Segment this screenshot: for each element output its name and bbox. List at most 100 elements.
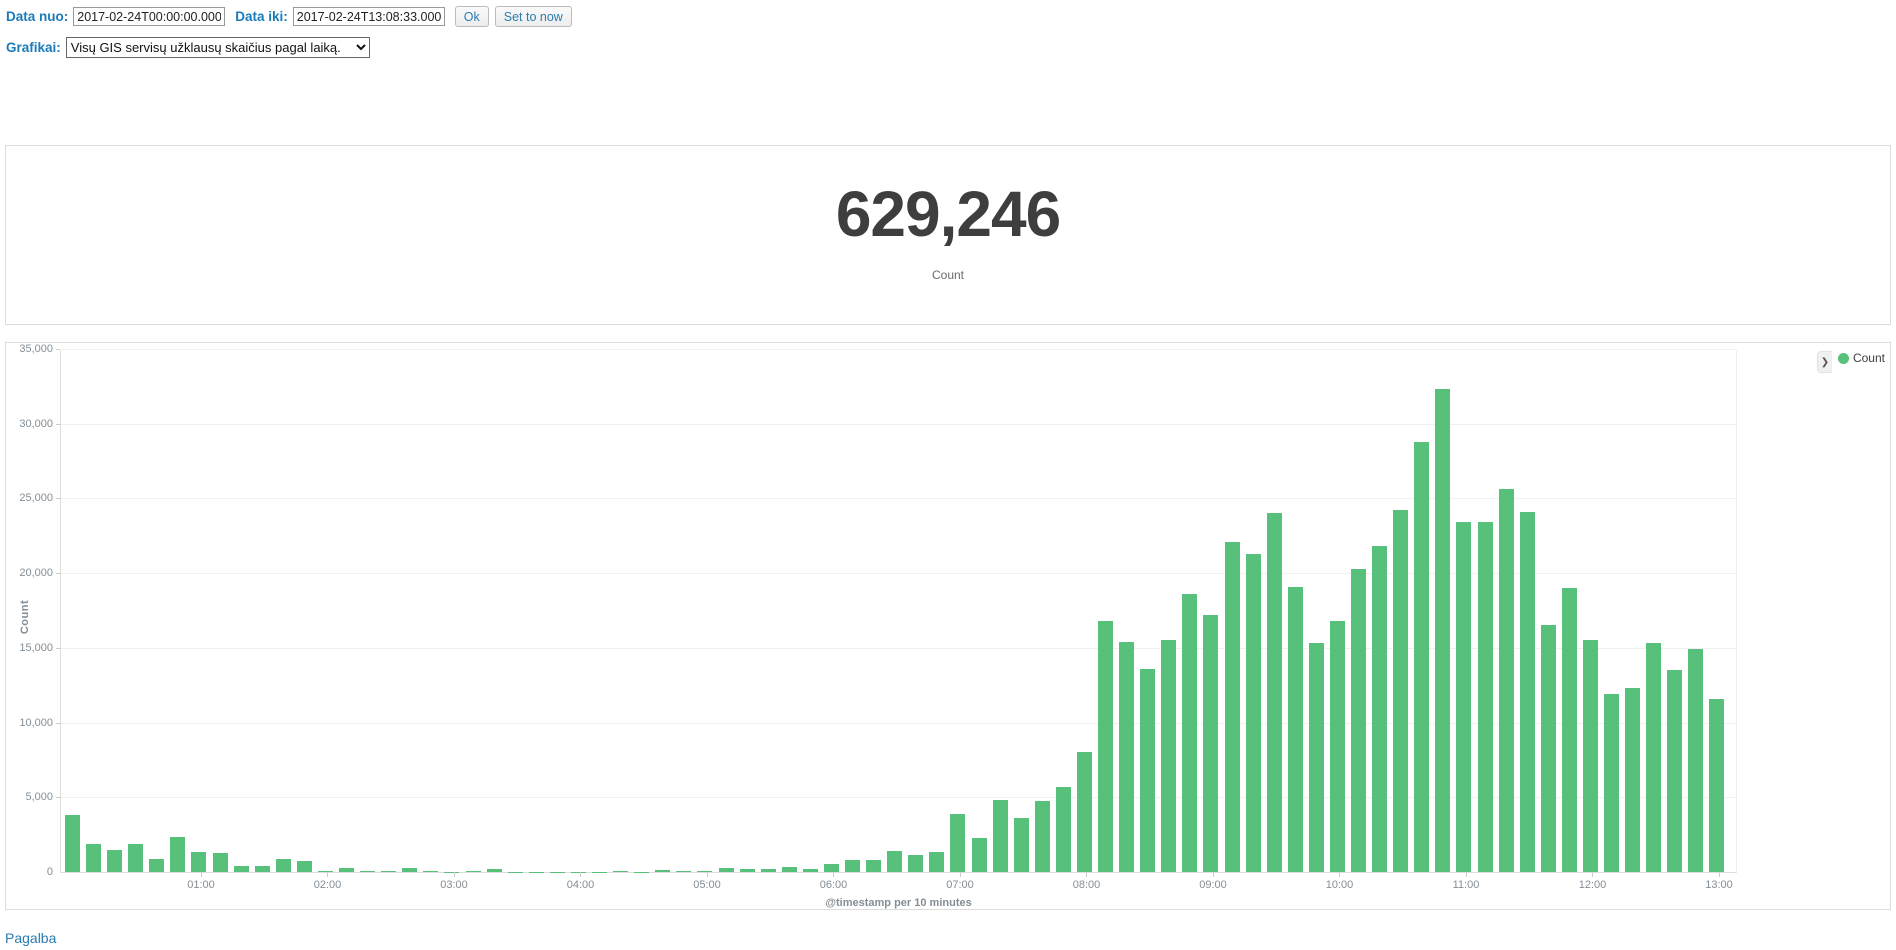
histogram-bar[interactable]	[275, 858, 291, 872]
histogram-bar[interactable]	[697, 871, 713, 872]
histogram-bar[interactable]	[781, 866, 797, 872]
set-to-now-button[interactable]: Set to now	[494, 6, 572, 27]
histogram-bar[interactable]	[296, 860, 312, 872]
histogram-bar[interactable]	[1140, 668, 1156, 872]
histogram-bar[interactable]	[1203, 614, 1219, 872]
histogram-panel: Count @timestamp per 10 minutes 0 5,000 10…	[5, 342, 1891, 910]
histogram-bar[interactable]	[1013, 818, 1029, 872]
histogram-bar[interactable]	[1625, 688, 1641, 872]
histogram-bar[interactable]	[866, 859, 882, 872]
histogram-bar[interactable]	[760, 869, 776, 872]
histogram-bar[interactable]	[655, 870, 671, 872]
histogram-bar[interactable]	[823, 863, 839, 872]
histogram-bar[interactable]	[1245, 553, 1261, 872]
histogram-bar[interactable]	[1688, 649, 1704, 872]
histogram-bar[interactable]	[1498, 489, 1514, 872]
histogram-bar[interactable]	[402, 867, 418, 872]
help-link[interactable]: Pagalba	[5, 930, 57, 946]
histogram-bar[interactable]	[212, 853, 228, 872]
x-tick-mark	[706, 872, 708, 877]
ok-button[interactable]: Ok	[454, 6, 489, 27]
x-tick-label: 09:00	[1199, 879, 1227, 891]
histogram-bar[interactable]	[1182, 594, 1198, 872]
histogram-bar[interactable]	[1582, 640, 1598, 872]
footer: Pagalba	[5, 930, 1896, 948]
histogram-bar[interactable]	[1351, 568, 1367, 872]
metric-panel: 629,246 Count	[5, 145, 1891, 325]
histogram-bar[interactable]	[1329, 620, 1345, 872]
legend-label: Count	[1852, 351, 1885, 365]
histogram-bar[interactable]	[1414, 441, 1430, 872]
histogram-bar[interactable]	[1266, 513, 1282, 872]
histogram-bar[interactable]	[1308, 643, 1324, 872]
y-tick-mark	[56, 797, 60, 799]
histogram-bar[interactable]	[1540, 625, 1556, 872]
histogram-bar[interactable]	[1561, 588, 1577, 872]
histogram-bar[interactable]	[191, 851, 207, 872]
histogram-bar[interactable]	[1224, 541, 1240, 872]
histogram-bar[interactable]	[1287, 586, 1303, 872]
histogram-bar[interactable]	[233, 866, 249, 872]
histogram-bar[interactable]	[170, 836, 186, 872]
histogram-bar[interactable]	[1646, 643, 1662, 872]
histogram-bar[interactable]	[339, 868, 355, 872]
histogram-bar[interactable]	[1477, 522, 1493, 872]
y-tick-mark	[56, 647, 60, 649]
histogram-bar[interactable]	[107, 850, 123, 872]
histogram-bar[interactable]	[971, 837, 987, 872]
histogram-bar[interactable]	[1667, 670, 1683, 872]
histogram-bar[interactable]	[65, 815, 80, 872]
histogram-bar[interactable]	[254, 866, 270, 872]
histogram-bar[interactable]	[465, 871, 481, 872]
y-tick-mark	[56, 349, 60, 350]
histogram-bar[interactable]	[149, 859, 165, 872]
histogram-bar[interactable]	[86, 843, 102, 872]
histogram-bar[interactable]	[1604, 694, 1620, 872]
histogram-bar[interactable]	[381, 871, 397, 872]
date-to-input[interactable]	[292, 7, 445, 26]
chart-select-label: Grafikai:	[6, 40, 61, 55]
histogram-bar[interactable]	[718, 868, 734, 872]
histogram-bar[interactable]	[1034, 801, 1050, 872]
histogram-bar[interactable]	[908, 855, 924, 872]
y-tick-label: 20,000	[19, 567, 53, 580]
histogram-bar[interactable]	[1055, 786, 1071, 872]
histogram-bar[interactable]	[1161, 640, 1177, 872]
y-tick-label: 15,000	[19, 641, 53, 654]
chart-select[interactable]: Visų GIS servisų užklausų skaičius pagal…	[65, 37, 370, 58]
x-axis-title: @timestamp per 10 minutes	[825, 897, 972, 909]
histogram-bar[interactable]	[1456, 522, 1472, 872]
histogram-bar[interactable]	[1098, 620, 1114, 872]
x-tick-label: 12:00	[1578, 879, 1607, 891]
histogram-bar[interactable]	[1435, 389, 1451, 872]
date-from-input[interactable]	[73, 7, 226, 26]
histogram-bar[interactable]	[1076, 752, 1092, 872]
histogram-bar[interactable]	[317, 871, 333, 872]
histogram-bar[interactable]	[802, 868, 818, 872]
histogram-bar[interactable]	[845, 859, 861, 872]
histogram-bar[interactable]	[128, 843, 144, 872]
histogram-bar[interactable]	[992, 800, 1008, 872]
legend-collapse-button[interactable]: ❯	[1816, 351, 1832, 373]
histogram-bar[interactable]	[423, 871, 439, 872]
histogram-bar[interactable]	[950, 813, 966, 872]
histogram-bar[interactable]	[1393, 510, 1409, 872]
chevron-right-icon: ❯	[1820, 356, 1830, 368]
histogram-bar[interactable]	[1372, 546, 1388, 872]
legend-color-dot-icon	[1837, 352, 1849, 364]
x-tick-label: 05:00	[693, 879, 721, 891]
histogram-bar[interactable]	[739, 869, 755, 872]
legend-item-count[interactable]: Count	[1837, 351, 1885, 365]
histogram-bar[interactable]	[486, 868, 502, 872]
histogram-bar[interactable]	[676, 870, 692, 872]
histogram-bar[interactable]	[360, 870, 376, 872]
histogram-bar[interactable]	[1709, 698, 1725, 872]
y-tick-label: 25,000	[19, 492, 53, 505]
histogram-bar[interactable]	[1519, 511, 1535, 872]
histogram-bar[interactable]	[1119, 641, 1135, 872]
histogram-bar[interactable]	[887, 851, 903, 872]
histogram-bar[interactable]	[613, 871, 629, 872]
date-range-row: Data nuo: Data iki: Ok Set to now	[6, 6, 1896, 27]
x-tick-mark	[1592, 872, 1594, 877]
histogram-bar[interactable]	[929, 851, 945, 872]
